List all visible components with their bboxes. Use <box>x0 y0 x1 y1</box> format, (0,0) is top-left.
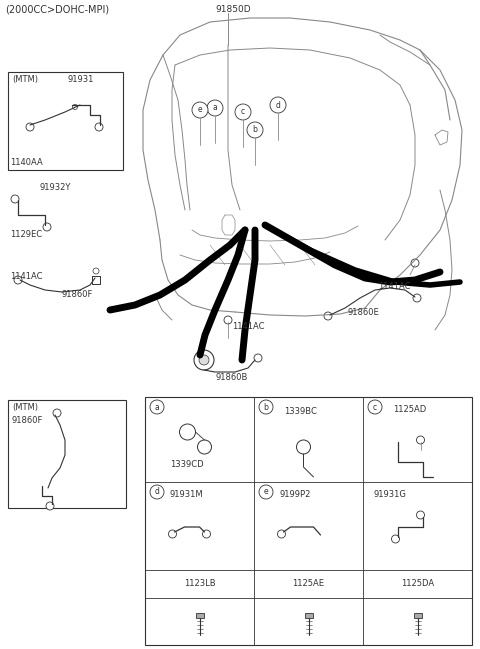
Text: d: d <box>276 101 280 110</box>
Bar <box>413 613 421 618</box>
Circle shape <box>53 409 61 417</box>
Circle shape <box>197 440 212 454</box>
Text: 91860F: 91860F <box>62 290 94 299</box>
Text: 91860E: 91860E <box>348 308 380 317</box>
Text: 91850D: 91850D <box>215 5 251 14</box>
Text: 1125AD: 1125AD <box>393 405 426 414</box>
Circle shape <box>270 97 286 113</box>
Circle shape <box>368 400 382 414</box>
Circle shape <box>411 259 419 267</box>
Circle shape <box>93 268 99 274</box>
Circle shape <box>207 100 223 116</box>
Text: 1141AC: 1141AC <box>378 282 410 291</box>
Text: (MTM): (MTM) <box>12 403 38 412</box>
Text: 1339CD: 1339CD <box>170 460 204 469</box>
Circle shape <box>46 502 54 510</box>
Text: 1129EC: 1129EC <box>10 230 42 239</box>
Text: (MTM): (MTM) <box>12 75 38 84</box>
Circle shape <box>254 354 262 362</box>
Circle shape <box>14 276 22 284</box>
Text: a: a <box>155 402 159 411</box>
Circle shape <box>224 316 232 324</box>
Bar <box>195 613 204 618</box>
Circle shape <box>413 294 421 302</box>
Circle shape <box>392 535 399 543</box>
Text: d: d <box>155 487 159 496</box>
Circle shape <box>192 102 208 118</box>
Circle shape <box>259 400 273 414</box>
Circle shape <box>150 400 164 414</box>
Text: (2000CC>DOHC-MPI): (2000CC>DOHC-MPI) <box>5 5 109 15</box>
Text: 91931G: 91931G <box>373 490 406 499</box>
Circle shape <box>324 312 332 320</box>
Circle shape <box>203 530 211 538</box>
Bar <box>145 397 472 645</box>
Bar <box>304 613 312 618</box>
Text: b: b <box>252 125 257 134</box>
Circle shape <box>259 485 273 499</box>
Text: 91860F: 91860F <box>12 416 43 425</box>
Circle shape <box>180 424 195 440</box>
Text: a: a <box>213 103 217 112</box>
Text: 91931: 91931 <box>68 75 95 84</box>
Text: c: c <box>241 108 245 117</box>
Circle shape <box>199 355 209 365</box>
Circle shape <box>194 350 214 370</box>
Circle shape <box>277 530 286 538</box>
Bar <box>8 400 126 508</box>
Circle shape <box>72 104 77 110</box>
Bar <box>8 72 123 170</box>
Text: 1141AC: 1141AC <box>10 272 43 281</box>
Circle shape <box>26 123 34 131</box>
Text: e: e <box>198 106 202 114</box>
Text: 1125AE: 1125AE <box>292 580 324 589</box>
Text: 91931M: 91931M <box>170 490 204 499</box>
Circle shape <box>168 530 177 538</box>
Circle shape <box>43 223 51 231</box>
Circle shape <box>417 436 424 444</box>
Text: e: e <box>264 487 268 496</box>
Text: b: b <box>264 402 268 411</box>
Text: 1141AC: 1141AC <box>232 322 264 331</box>
Circle shape <box>150 485 164 499</box>
Circle shape <box>95 123 103 131</box>
Circle shape <box>417 511 424 519</box>
Text: c: c <box>373 402 377 411</box>
Circle shape <box>235 104 251 120</box>
Text: 1125DA: 1125DA <box>401 580 434 589</box>
Text: 91860B: 91860B <box>215 373 247 382</box>
Circle shape <box>247 122 263 138</box>
Text: 1123LB: 1123LB <box>184 580 216 589</box>
Circle shape <box>297 440 311 454</box>
Text: 9199P2: 9199P2 <box>279 490 311 499</box>
Text: 1140AA: 1140AA <box>10 158 43 167</box>
Circle shape <box>11 195 19 203</box>
Text: 91932Y: 91932Y <box>40 183 72 192</box>
Text: 1339BC: 1339BC <box>284 407 317 416</box>
